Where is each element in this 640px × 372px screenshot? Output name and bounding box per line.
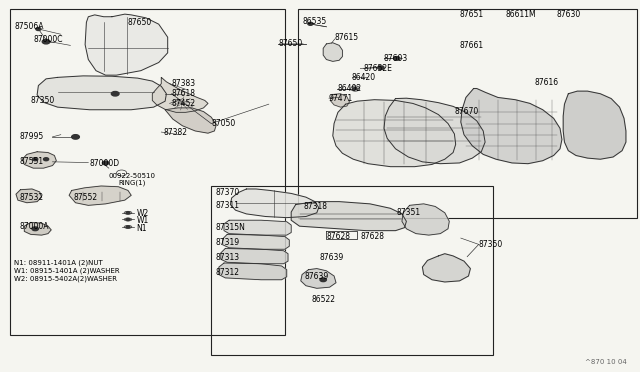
Text: 86611M: 86611M xyxy=(506,10,536,19)
Polygon shape xyxy=(24,222,51,235)
Text: 87650: 87650 xyxy=(128,18,152,27)
Text: 87630: 87630 xyxy=(557,10,581,19)
Text: 87311: 87311 xyxy=(216,201,240,210)
Text: 87615: 87615 xyxy=(335,33,359,42)
Circle shape xyxy=(72,135,79,139)
Text: 87552: 87552 xyxy=(74,193,98,202)
Text: 86402: 86402 xyxy=(337,84,362,93)
Text: W1: W1 xyxy=(136,217,148,225)
Text: 87351: 87351 xyxy=(397,208,421,217)
Polygon shape xyxy=(85,14,168,75)
Circle shape xyxy=(126,218,130,221)
Polygon shape xyxy=(402,204,449,235)
Text: 87319: 87319 xyxy=(216,238,240,247)
Text: 87313: 87313 xyxy=(216,253,240,262)
Text: 87650: 87650 xyxy=(278,39,303,48)
Text: 00922-50510: 00922-50510 xyxy=(109,173,156,179)
Circle shape xyxy=(353,87,357,90)
Circle shape xyxy=(126,226,130,228)
Circle shape xyxy=(378,66,384,70)
Text: 87382: 87382 xyxy=(163,128,187,137)
Text: ^870 10 04: ^870 10 04 xyxy=(586,359,627,365)
Text: 87616: 87616 xyxy=(534,78,559,87)
Polygon shape xyxy=(37,76,166,110)
Text: 87639: 87639 xyxy=(320,253,344,262)
Text: 87506A: 87506A xyxy=(14,22,44,31)
Bar xyxy=(10,9,285,335)
Circle shape xyxy=(102,161,109,165)
Text: 87618: 87618 xyxy=(172,89,196,98)
Circle shape xyxy=(33,158,38,161)
Circle shape xyxy=(42,39,50,44)
Text: 87661: 87661 xyxy=(460,41,484,50)
Polygon shape xyxy=(422,254,470,282)
Polygon shape xyxy=(22,152,56,168)
Circle shape xyxy=(111,92,119,96)
Text: RING(1): RING(1) xyxy=(118,179,146,186)
Text: 87350: 87350 xyxy=(479,240,503,249)
Text: 87000A: 87000A xyxy=(19,222,49,231)
Text: 87652E: 87652E xyxy=(364,64,392,73)
Polygon shape xyxy=(16,189,42,203)
Polygon shape xyxy=(152,77,208,112)
Text: 87350: 87350 xyxy=(31,96,55,105)
Text: W2: W2 xyxy=(136,209,148,218)
Text: 87370: 87370 xyxy=(216,188,240,197)
Polygon shape xyxy=(165,108,216,133)
Polygon shape xyxy=(291,202,406,231)
Circle shape xyxy=(32,227,38,231)
Text: 87000D: 87000D xyxy=(90,159,120,168)
Text: 87670: 87670 xyxy=(454,107,479,116)
Bar xyxy=(211,186,493,355)
Text: 87651: 87651 xyxy=(460,10,484,19)
Text: W1: 08915-1401A (2)WASHER: W1: 08915-1401A (2)WASHER xyxy=(14,267,120,274)
Polygon shape xyxy=(333,100,456,167)
Bar xyxy=(298,9,637,218)
Text: 87000C: 87000C xyxy=(33,35,63,44)
Polygon shape xyxy=(230,189,319,218)
Text: 87995: 87995 xyxy=(19,132,44,141)
Text: 87551: 87551 xyxy=(19,157,44,166)
Polygon shape xyxy=(461,89,562,164)
Circle shape xyxy=(126,212,130,214)
Text: 87050: 87050 xyxy=(211,119,236,128)
Polygon shape xyxy=(563,91,626,159)
Circle shape xyxy=(320,278,326,282)
Text: 97471: 97471 xyxy=(329,94,353,103)
Polygon shape xyxy=(69,186,131,205)
Text: N1: N1 xyxy=(136,224,147,233)
Polygon shape xyxy=(323,43,342,61)
Polygon shape xyxy=(301,269,336,288)
Text: 86420: 86420 xyxy=(352,73,376,81)
Circle shape xyxy=(44,158,49,161)
Polygon shape xyxy=(330,94,349,107)
Text: 87628: 87628 xyxy=(360,232,384,241)
Text: 87312: 87312 xyxy=(216,268,240,277)
Polygon shape xyxy=(223,234,289,249)
Polygon shape xyxy=(219,263,287,280)
Text: N1: 08911-1401A (2)NUT: N1: 08911-1401A (2)NUT xyxy=(14,259,103,266)
Text: 87603: 87603 xyxy=(384,54,408,63)
Circle shape xyxy=(394,57,400,60)
Text: 87452: 87452 xyxy=(172,99,196,108)
Polygon shape xyxy=(221,248,288,264)
Text: 86535: 86535 xyxy=(302,17,326,26)
Text: 87639: 87639 xyxy=(305,272,329,281)
Text: 87383: 87383 xyxy=(172,79,196,88)
Polygon shape xyxy=(224,220,291,235)
Text: W2: 08915-5402A(2)WASHER: W2: 08915-5402A(2)WASHER xyxy=(14,276,117,282)
Text: 86522: 86522 xyxy=(312,295,336,304)
Circle shape xyxy=(36,28,41,31)
Text: 87315N: 87315N xyxy=(216,223,246,232)
Circle shape xyxy=(308,22,313,25)
Text: 87628: 87628 xyxy=(326,232,351,241)
Text: 87532: 87532 xyxy=(19,193,44,202)
Text: 87318: 87318 xyxy=(304,202,328,211)
Polygon shape xyxy=(384,98,485,164)
